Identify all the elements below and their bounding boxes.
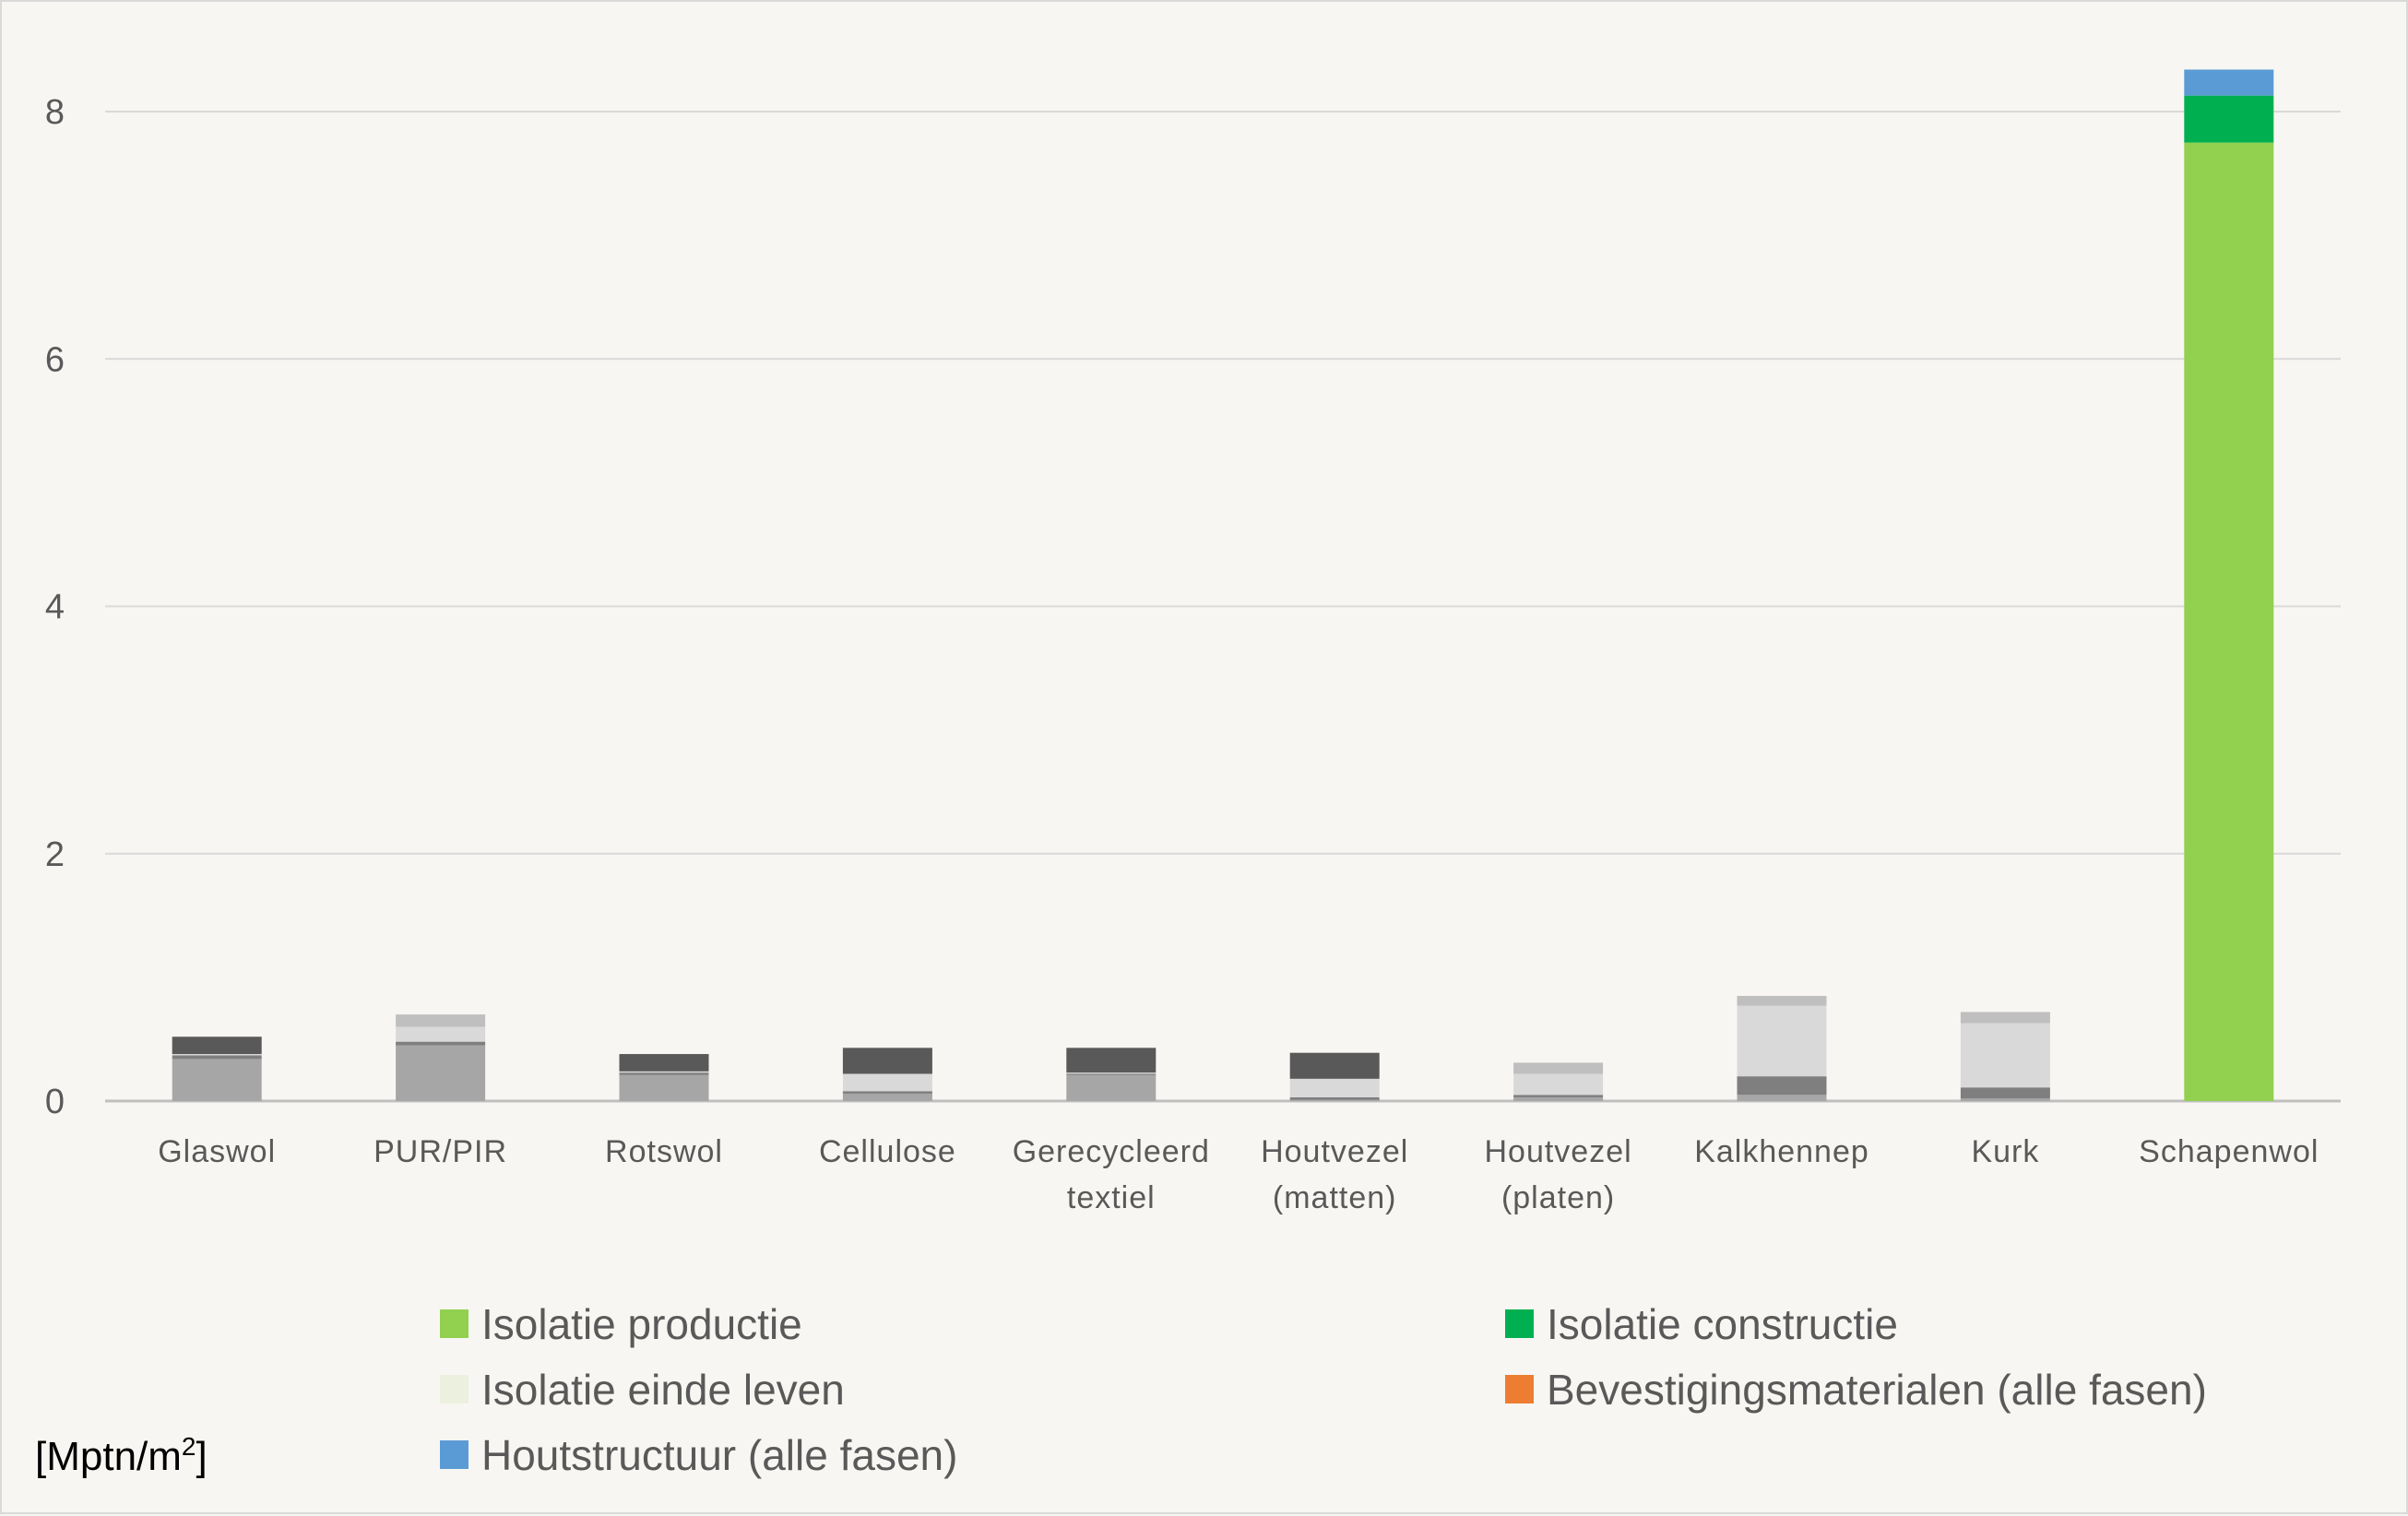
bar-segment xyxy=(842,1048,932,1074)
legend-swatch xyxy=(1505,1309,1534,1338)
bar-segment xyxy=(1289,1096,1380,1100)
legend-swatch xyxy=(440,1309,469,1338)
bar-segment xyxy=(2184,69,2274,96)
bar-segment xyxy=(1289,1052,1380,1079)
unit-label: [Mptn/m2] xyxy=(35,1432,208,1479)
bar-segment xyxy=(1737,996,1827,1006)
bar-segment xyxy=(396,1041,486,1046)
gridlines xyxy=(105,111,2341,1103)
legend-label: Isolatie constructie xyxy=(1547,1300,1898,1348)
bar-segment xyxy=(619,1072,709,1075)
bar-segment xyxy=(1737,1095,1827,1101)
bar-segment xyxy=(1737,1005,1827,1077)
y-tick-label: 2 xyxy=(45,835,65,874)
bar-segment xyxy=(1066,1074,1157,1101)
legend-swatch xyxy=(440,1440,469,1469)
bar-segment xyxy=(1066,1048,1157,1073)
unit-label-superscript: 2 xyxy=(182,1432,196,1461)
bar-segment xyxy=(1960,1098,2050,1101)
bar-segment xyxy=(2184,95,2274,143)
bar-segment xyxy=(1066,1072,1157,1074)
x-category-label: Kalkhennep xyxy=(1694,1134,1869,1169)
bar-segment xyxy=(172,1055,262,1060)
bar-segment xyxy=(842,1093,932,1101)
x-category-label: Houtvezel (platen) xyxy=(1484,1134,1631,1215)
bar-segment xyxy=(1513,1073,1604,1096)
bar-segment xyxy=(619,1074,709,1101)
bar-segment xyxy=(396,1026,486,1042)
unit-label-text: [Mptn/m xyxy=(35,1434,182,1479)
x-category-label: Rotswol xyxy=(605,1134,723,1169)
y-tick-label: 0 xyxy=(45,1083,65,1121)
bar-segment xyxy=(1960,1023,2050,1088)
x-category-label: Schapenwol xyxy=(2139,1134,2319,1169)
bar-segment xyxy=(2184,142,2274,1101)
bar-segment xyxy=(1960,1012,2050,1024)
y-tick-label: 8 xyxy=(45,93,65,132)
bar-segment xyxy=(172,1054,262,1056)
x-category-label: Cellulose xyxy=(819,1134,956,1169)
bar-segment xyxy=(396,1014,486,1027)
x-category-label: Gerecycleerd textiel xyxy=(1013,1134,1210,1215)
unit-label-close: ] xyxy=(196,1434,208,1479)
x-category-label: Houtvezel (matten) xyxy=(1261,1134,1408,1215)
y-tick-label: 4 xyxy=(45,588,65,627)
x-category-label: Kurk xyxy=(1971,1134,2039,1169)
legend-label: Bevestigingsmaterialen (alle fasen) xyxy=(1547,1366,2207,1414)
bar-segment xyxy=(1737,1076,1827,1096)
y-tick-label: 6 xyxy=(45,340,65,379)
bars xyxy=(172,69,2274,1101)
bar-segment xyxy=(1289,1078,1380,1097)
x-category-label: Glaswol xyxy=(158,1134,276,1169)
bar-segment xyxy=(842,1073,932,1092)
bar-segment xyxy=(619,1054,709,1072)
bar-segment xyxy=(1066,1073,1157,1075)
bar-segment xyxy=(1289,1099,1380,1101)
bar-segment xyxy=(1513,1062,1604,1074)
bar-segment xyxy=(1513,1095,1604,1097)
bar-segment xyxy=(172,1036,262,1055)
bar-segment xyxy=(1513,1096,1604,1101)
legend-swatch xyxy=(440,1375,469,1403)
y-axis-tick-labels: 0 2 4 6 8 xyxy=(45,93,65,1121)
bar-segment xyxy=(1960,1087,2050,1099)
x-axis-category-labels: Glaswol PUR/PIR Rotswol Cellulose Gerecyclee… xyxy=(158,1134,2319,1215)
x-category-label: PUR/PIR xyxy=(374,1134,507,1169)
bar-segment xyxy=(842,1091,932,1094)
legend-swatch xyxy=(1505,1375,1534,1403)
legend-label: Isolatie productie xyxy=(481,1300,802,1348)
legend-label: Houtstructuur (alle fasen) xyxy=(481,1431,957,1479)
bar-segment xyxy=(172,1059,262,1101)
bar-segment xyxy=(396,1045,486,1101)
legend-label: Isolatie einde leven xyxy=(481,1366,845,1414)
legend: Isolatie productie Isolatie constructie Is… xyxy=(440,1300,2207,1479)
